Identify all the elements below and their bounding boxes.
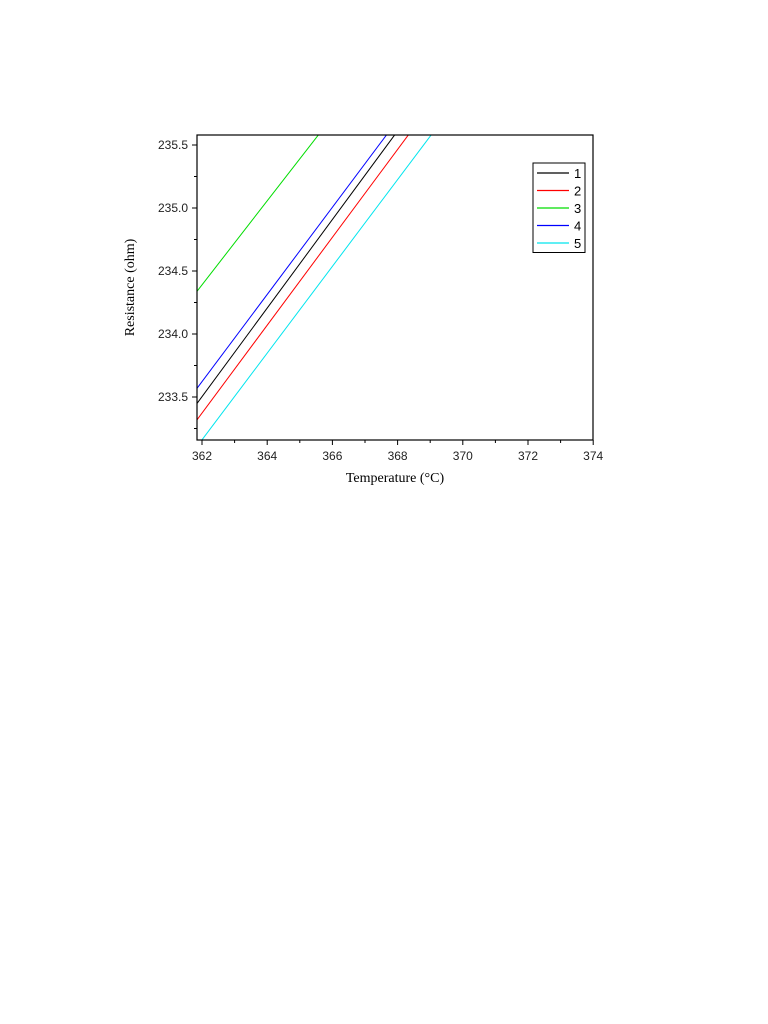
series-line-1 [196, 134, 396, 404]
legend-label-1: 1 [574, 166, 581, 181]
x-tick-label: 362 [192, 449, 212, 463]
y-tick-label: 233.5 [158, 390, 188, 404]
series-line-5 [201, 134, 432, 441]
plot-frame [196, 134, 594, 441]
x-tick-label: 372 [518, 449, 538, 463]
series-line-4 [196, 134, 387, 389]
legend: 1 2 3 4 5 [532, 162, 586, 253]
legend-label-2: 2 [574, 184, 581, 199]
y-tick-label: 234.5 [158, 264, 188, 278]
series-line-3 [196, 134, 319, 292]
x-tick-label: 366 [322, 449, 342, 463]
x-axis-title: Temperature (°C) [346, 471, 445, 486]
y-tick-label: 235.0 [158, 201, 188, 215]
y-axis-ticks: 233.5 234.0 234.5 235.0 235.5 [158, 138, 197, 429]
y-axis-title: Resistance (ohm) [123, 238, 138, 336]
legend-label-3: 3 [574, 201, 581, 216]
x-tick-label: 374 [583, 449, 603, 463]
series-lines [196, 134, 432, 441]
y-tick-label: 235.5 [158, 138, 188, 152]
series-line-2 [196, 134, 409, 420]
x-tick-label: 368 [388, 449, 408, 463]
legend-label-4: 4 [574, 219, 581, 234]
legend-label-5: 5 [574, 236, 581, 251]
y-tick-label: 234.0 [158, 327, 188, 341]
x-axis-ticks: 362 364 366 368 370 372 374 [192, 440, 604, 463]
x-tick-label: 370 [453, 449, 473, 463]
x-tick-label: 364 [257, 449, 277, 463]
